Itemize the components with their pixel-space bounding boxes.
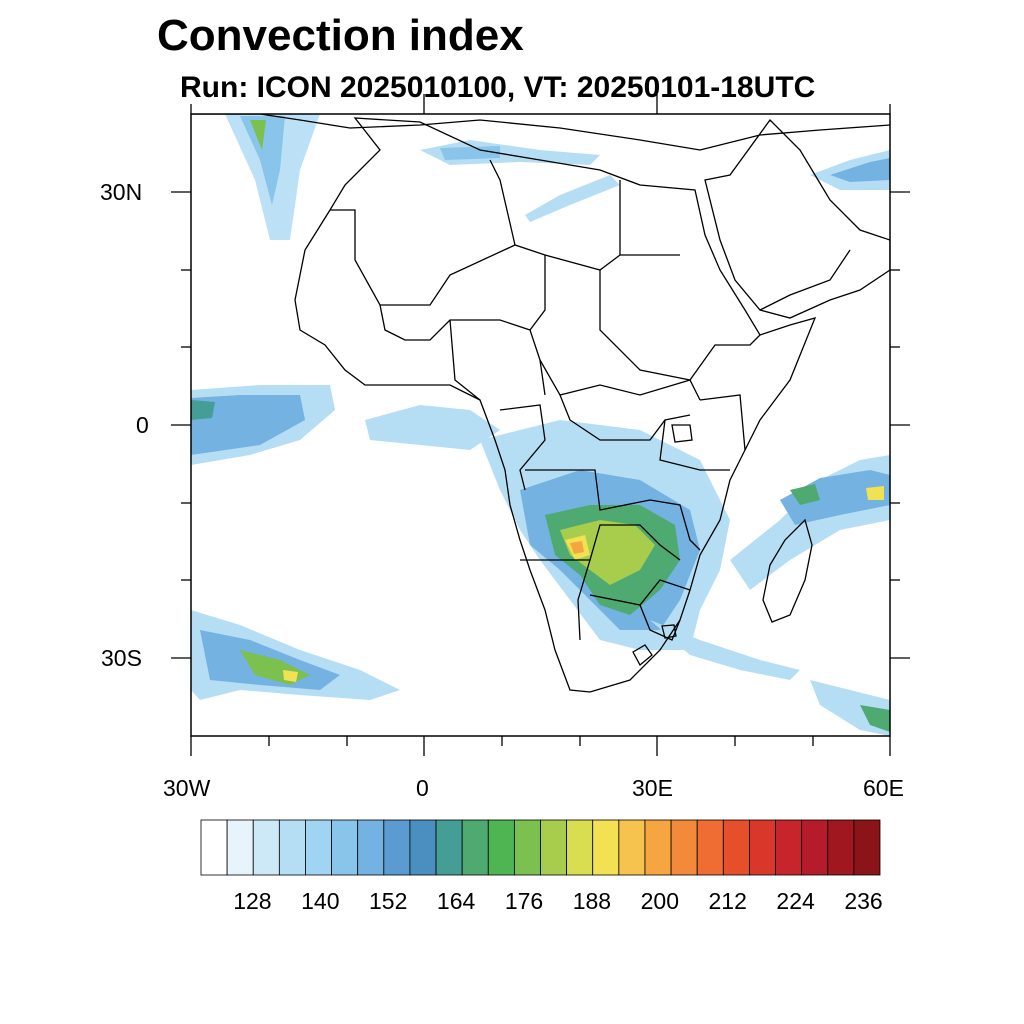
border: [577, 559, 591, 641]
colorbar-box: [618, 819, 646, 876]
colorbar-box: [461, 819, 489, 876]
convection-area: [240, 116, 285, 205]
colorbar-tick-label: 188: [572, 888, 612, 914]
border: [559, 394, 691, 441]
border: [489, 159, 516, 246]
convection-area: [830, 158, 890, 182]
axis-ticks: [171, 94, 910, 756]
coastlines-and-borders: [191, 114, 890, 693]
colorbar-box: [357, 819, 385, 876]
convection-area: [650, 620, 800, 680]
colorbar-box: [487, 819, 515, 876]
lat-label-30s: 30S: [101, 645, 142, 671]
lake-victoria: [671, 424, 693, 443]
convection-area: [191, 395, 305, 455]
convection-field: [191, 114, 890, 736]
border: [639, 604, 681, 641]
colorbar-box: [383, 819, 411, 876]
colorbar-tick-label: 140: [301, 888, 340, 914]
convection-area: [866, 486, 884, 500]
border: [589, 579, 691, 606]
convection-area: [525, 175, 620, 222]
colorbar-tick-label: 212: [708, 888, 747, 914]
lon-label-60e: 60E: [863, 775, 904, 801]
convection-area: [283, 670, 298, 682]
convection-area: [780, 470, 890, 525]
colorbar-box: [200, 819, 228, 876]
colorbar-tick-label: 152: [369, 888, 408, 914]
colorbar-box: [827, 819, 855, 876]
colorbar-box: [409, 819, 437, 876]
colorbar-box: [566, 819, 594, 876]
border: [520, 524, 681, 561]
colorbar-tick-label: 200: [640, 888, 679, 914]
lat-label-30n: 30N: [100, 179, 143, 205]
convection-area: [570, 541, 584, 554]
colorbar-box: [696, 819, 724, 876]
africa-coastline: [294, 117, 817, 693]
convection-area: [790, 484, 820, 505]
border: [449, 319, 481, 401]
colorbar-box: [722, 819, 750, 876]
colorbar-box: [592, 819, 620, 876]
colorbar-box: [226, 819, 254, 876]
colorbar-tick-label: 164: [436, 888, 476, 914]
europe-coastline: [191, 114, 890, 151]
border: [499, 404, 546, 491]
border: [525, 469, 701, 551]
colorbar-box: [435, 819, 463, 876]
colorbar-tick-label: 236: [844, 888, 883, 914]
convection-area: [365, 405, 500, 450]
colorbar-box: [670, 819, 698, 876]
border: [759, 249, 851, 311]
swaziland-border: [661, 624, 677, 639]
convection-area: [860, 705, 890, 732]
colorbar-box: [252, 819, 280, 876]
colorbar-box: [644, 819, 672, 876]
border: [699, 394, 746, 451]
lon-label-30e: 30E: [632, 775, 673, 801]
lesotho-border: [632, 644, 653, 667]
border: [599, 270, 691, 381]
colorbar-box: [775, 819, 803, 876]
lat-label-0: 0: [136, 412, 149, 438]
colorbar-box: [801, 819, 829, 876]
colorbar-box: [513, 819, 541, 876]
lon-label-30w: 30W: [163, 775, 211, 801]
map-title: Convection index: [157, 11, 524, 60]
colorbar-box: [540, 819, 568, 876]
colorbar-box: [278, 819, 306, 876]
colorbar: [200, 819, 881, 876]
colorbar-tick-label: 224: [776, 888, 815, 914]
colorbar-tick-label: 128: [233, 888, 272, 914]
border: [379, 304, 531, 341]
border: [659, 419, 730, 471]
map-subtitle: Run: ICON 2025010100, VT: 20250101-18UTC: [180, 71, 816, 104]
border: [689, 334, 761, 381]
border: [529, 255, 546, 396]
convection-area: [440, 146, 500, 160]
lon-label-0: 0: [416, 775, 429, 801]
colorbar-box: [331, 819, 359, 876]
colorbar-box: [305, 819, 332, 876]
colorbar-tick-label: 176: [504, 888, 544, 914]
madagascar-coastline: [762, 518, 813, 623]
convection-area: [191, 400, 215, 420]
border: [539, 359, 701, 401]
colorbar-box: [749, 819, 776, 876]
border: [330, 209, 680, 306]
convection-area: [250, 120, 266, 150]
colorbar-box: [853, 819, 881, 876]
arabia-coastline: [704, 119, 890, 319]
